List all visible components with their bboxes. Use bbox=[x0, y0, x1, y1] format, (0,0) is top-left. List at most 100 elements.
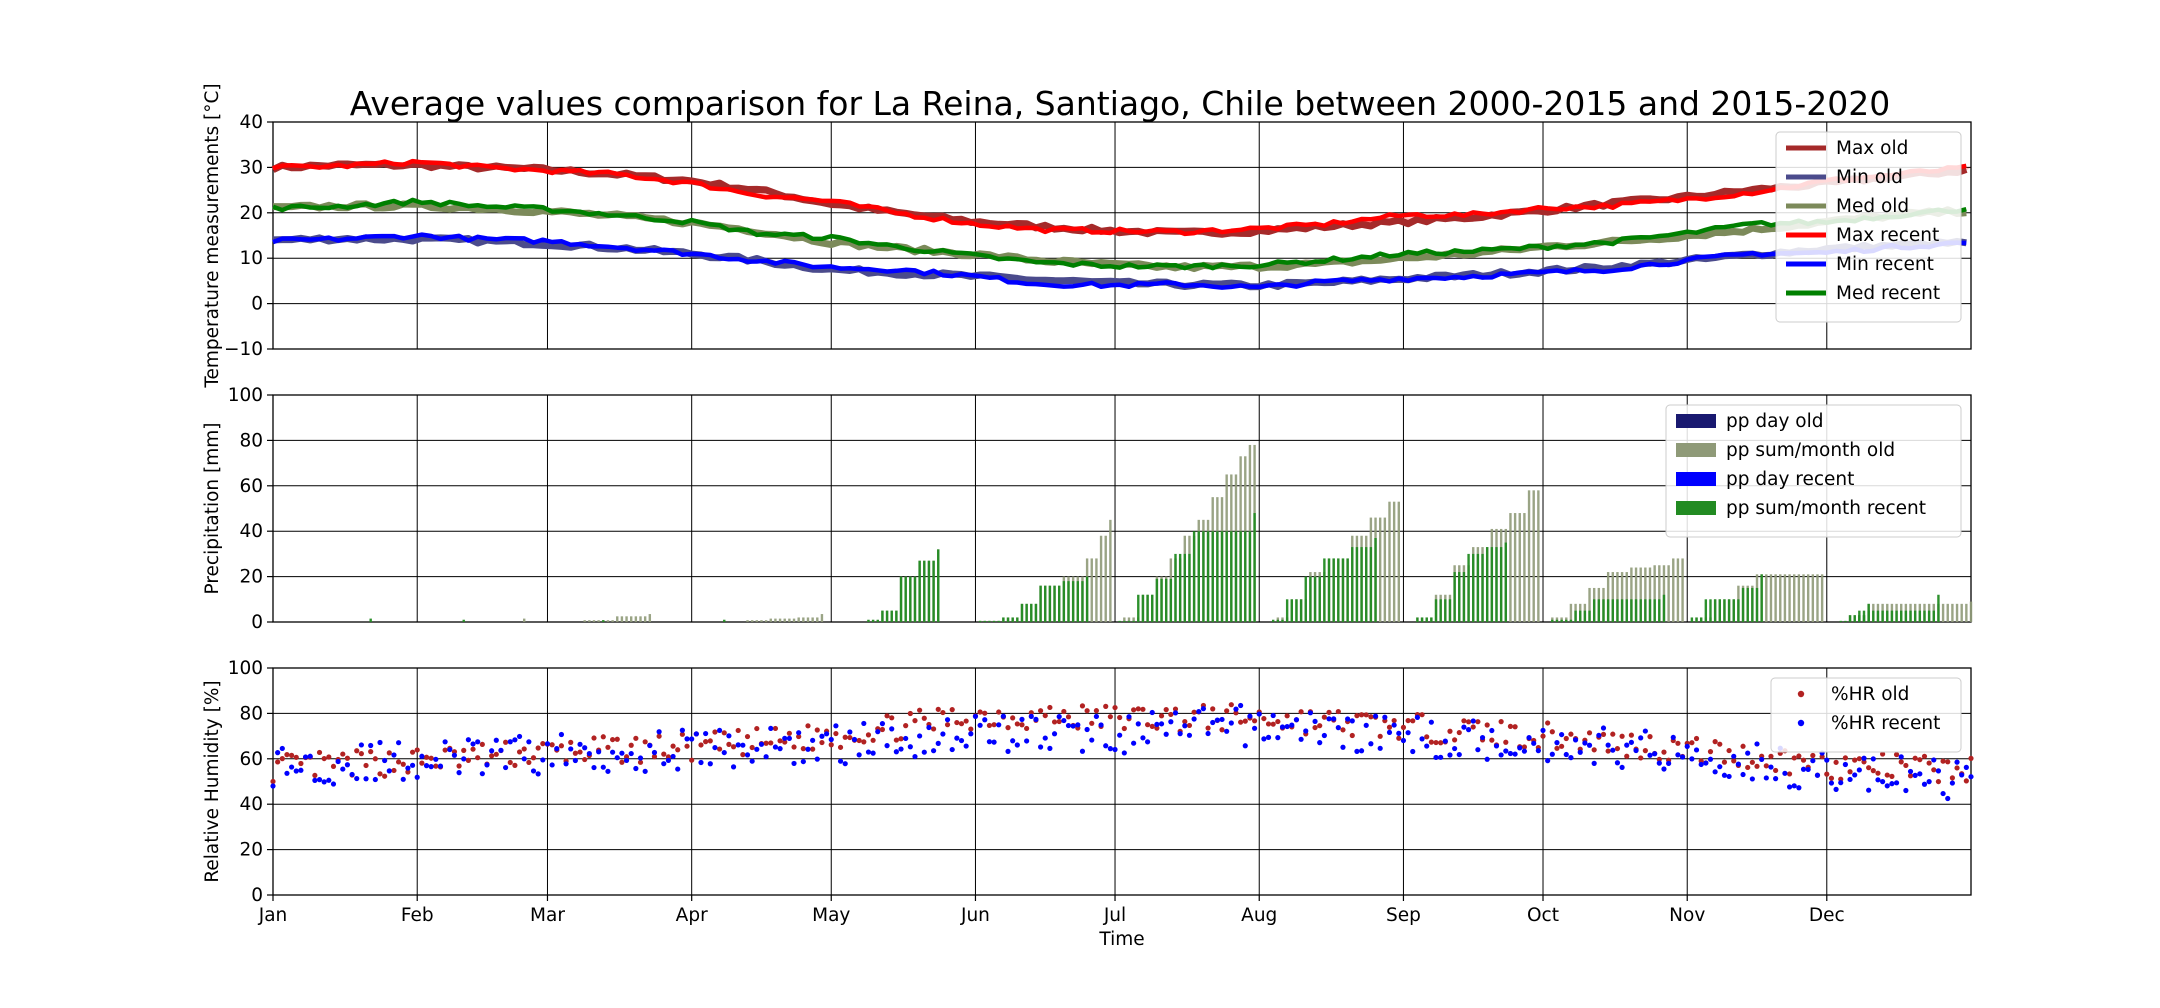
hr-point bbox=[1019, 716, 1025, 722]
hr-point bbox=[1475, 719, 1481, 725]
hr-point bbox=[479, 771, 485, 777]
hr-point bbox=[986, 722, 993, 729]
pp-bar bbox=[918, 560, 921, 622]
pp-bar bbox=[1620, 572, 1624, 622]
hr-point bbox=[1103, 703, 1109, 709]
hr-point bbox=[568, 739, 574, 745]
hr-point bbox=[400, 761, 406, 767]
hr-point bbox=[1172, 706, 1179, 712]
hr-point bbox=[819, 739, 825, 746]
temp-ytick-label-5: 40 bbox=[239, 112, 263, 133]
hr-point bbox=[940, 709, 946, 716]
hr-point bbox=[521, 746, 527, 752]
pp-bar bbox=[1583, 610, 1587, 622]
hr-point bbox=[1107, 714, 1113, 720]
hr-point bbox=[912, 718, 918, 724]
pp-bar bbox=[1620, 599, 1624, 622]
hr-point bbox=[689, 757, 695, 763]
pp-bar bbox=[1174, 553, 1177, 622]
hr-point bbox=[582, 756, 588, 763]
hr-point bbox=[1498, 719, 1504, 725]
pp-bar bbox=[1941, 603, 1945, 622]
hr-point bbox=[1712, 739, 1718, 745]
pp-bar bbox=[1481, 553, 1484, 622]
pp-bar bbox=[1495, 547, 1498, 622]
pp-bar bbox=[1955, 603, 1959, 622]
hr-point bbox=[298, 767, 304, 773]
hr-point bbox=[1433, 754, 1439, 761]
hr-point bbox=[1661, 766, 1667, 772]
hr-point bbox=[1410, 718, 1416, 724]
hr-point bbox=[1396, 735, 1402, 741]
hr-point bbox=[661, 751, 667, 757]
hr-point bbox=[1819, 754, 1825, 760]
hr-point bbox=[1749, 776, 1755, 782]
hr-point bbox=[1493, 743, 1500, 749]
hr-point bbox=[977, 722, 983, 728]
hr-point bbox=[563, 761, 569, 767]
hr-point bbox=[1103, 743, 1109, 749]
hr-point bbox=[1945, 759, 1951, 765]
hr-point bbox=[1089, 737, 1095, 743]
hr-point bbox=[675, 747, 681, 753]
hr-point bbox=[926, 724, 932, 731]
hr-point bbox=[1605, 748, 1611, 754]
hr-point bbox=[270, 778, 276, 785]
hr-point bbox=[1298, 736, 1304, 742]
hr-point bbox=[1861, 755, 1867, 761]
pp-bar bbox=[1606, 572, 1610, 622]
pp-bar bbox=[1062, 581, 1066, 622]
hr-point bbox=[451, 752, 458, 758]
pp-bar bbox=[992, 620, 996, 622]
hr-point bbox=[1121, 750, 1127, 756]
hr-point bbox=[1005, 725, 1011, 731]
pp-bar bbox=[783, 618, 786, 622]
hr-point bbox=[1582, 740, 1588, 746]
hr-xtick-label-6: Jul bbox=[1103, 905, 1126, 926]
pp-bar bbox=[792, 618, 796, 622]
pp-bar bbox=[1913, 610, 1917, 622]
hr-point bbox=[828, 736, 834, 743]
hr-point bbox=[893, 737, 899, 743]
hr-point bbox=[1586, 742, 1593, 748]
hr-point bbox=[1521, 748, 1528, 754]
hr-point bbox=[1196, 708, 1202, 715]
hr-point bbox=[456, 763, 462, 769]
hr-point bbox=[1386, 729, 1393, 736]
hr-point bbox=[1107, 746, 1113, 752]
pp-bar bbox=[1727, 599, 1731, 622]
hr-point bbox=[1577, 749, 1583, 755]
pp-bar bbox=[997, 620, 1000, 622]
hr-point bbox=[1545, 758, 1551, 764]
pp-bar bbox=[1611, 572, 1614, 622]
pp-bar bbox=[1430, 617, 1433, 622]
hr-point bbox=[1442, 738, 1448, 744]
temp-ylabel: Temperature measurements [°C] bbox=[202, 83, 223, 388]
hr-point bbox=[1833, 759, 1839, 765]
hr-point bbox=[749, 744, 755, 751]
pp-bar bbox=[1085, 576, 1089, 622]
pp-bar bbox=[1146, 594, 1149, 622]
pp-bar bbox=[1327, 558, 1331, 622]
hr-point bbox=[1335, 708, 1341, 715]
pp-bar bbox=[1202, 531, 1205, 622]
pp-bar bbox=[895, 610, 898, 622]
hr-point bbox=[1293, 717, 1300, 723]
hr-point bbox=[1228, 720, 1234, 726]
pp-bar bbox=[1797, 574, 1801, 622]
pp-bar bbox=[602, 620, 605, 622]
hr-point bbox=[1010, 715, 1016, 721]
pp-bar bbox=[1923, 610, 1926, 622]
pp-bar bbox=[778, 618, 782, 622]
hr-point bbox=[1512, 724, 1518, 730]
hr-point bbox=[740, 752, 746, 758]
hr-point bbox=[1866, 765, 1872, 771]
hr-point bbox=[1963, 778, 1969, 784]
hr-point bbox=[623, 757, 630, 764]
hr-point bbox=[633, 735, 639, 741]
hr-point bbox=[493, 737, 499, 743]
hr-point bbox=[721, 749, 727, 756]
pp-bar bbox=[1295, 599, 1298, 622]
hr-point bbox=[1568, 731, 1574, 737]
hr-point bbox=[707, 761, 713, 767]
